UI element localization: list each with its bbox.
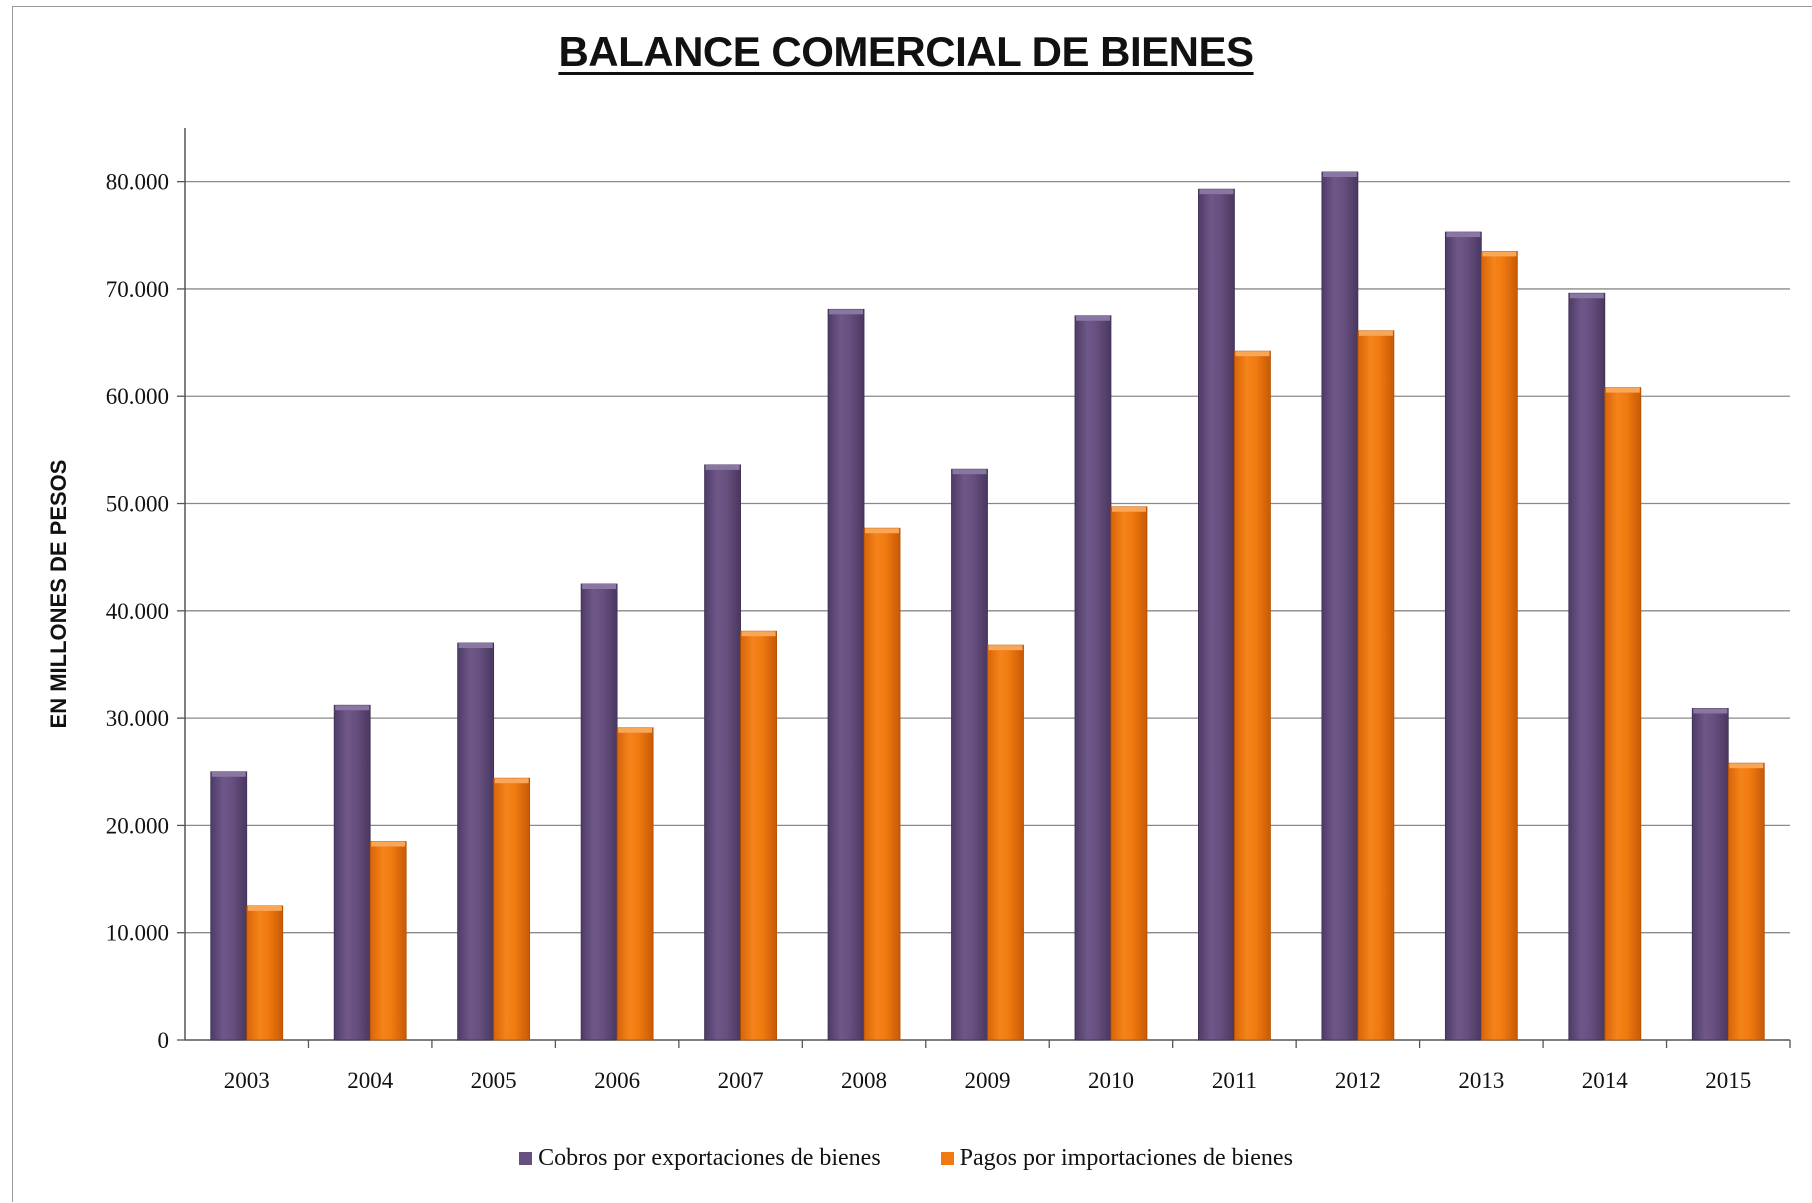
bar-imports <box>1357 330 1395 1041</box>
x-tick-label: 2006 <box>594 1068 640 1093</box>
bar-cap-exports <box>582 584 617 589</box>
bar-cap-exports <box>1569 293 1604 299</box>
x-tick-label: 2013 <box>1458 1068 1504 1093</box>
bar-exports <box>1321 171 1359 1041</box>
legend-label-imports: Pagos por importaciones de bienes <box>959 1145 1293 1171</box>
x-tick-label: 2009 <box>965 1068 1011 1093</box>
bar-cap-exports <box>829 309 864 315</box>
x-tick-label: 2014 <box>1582 1068 1629 1093</box>
bar-cap-exports <box>335 705 370 711</box>
legend-item-imports: Pagos por importaciones de bienes <box>940 1145 1293 1172</box>
y-tick-label: 50.000 <box>106 492 169 517</box>
tick-labels: 0 10.000 20.000 30.000 40.000 50.000 60.000 70.… <box>106 170 1752 1093</box>
y-tick-label: 30.000 <box>106 706 169 731</box>
bar-exports <box>457 642 495 1041</box>
bar-cap-exports <box>1075 315 1110 321</box>
bar-cap-imports <box>618 727 653 733</box>
legend-swatch-exports <box>519 1152 533 1165</box>
bar-cap-imports <box>1358 330 1393 336</box>
y-tick-label: 80.000 <box>106 170 169 195</box>
bar-imports <box>1604 387 1642 1041</box>
y-tick-label: 60.000 <box>106 384 169 409</box>
y-tick-label: 70.000 <box>106 277 169 302</box>
y-axis-label: EN MILLONES DE PESOS <box>46 460 71 729</box>
bar-imports <box>246 905 284 1041</box>
bar-cap-imports <box>1111 506 1146 512</box>
bar-imports <box>1110 506 1148 1041</box>
legend-swatch-imports <box>940 1152 954 1165</box>
x-tick-label: 2007 <box>718 1068 764 1093</box>
bar-cap-imports <box>1482 251 1517 257</box>
x-tick-label: 2012 <box>1335 1068 1381 1093</box>
bar-imports <box>863 527 901 1041</box>
bars <box>210 171 1765 1041</box>
chart-title: BALANCE COMERCIAL DE BIENES <box>558 28 1254 75</box>
x-tick-label: 2003 <box>224 1068 270 1093</box>
bar-exports <box>704 464 741 1041</box>
bar-cap-imports <box>494 778 529 784</box>
x-tick-label: 2010 <box>1088 1068 1134 1093</box>
bar-cap-exports <box>458 643 493 649</box>
bar-cap-exports <box>1693 708 1728 714</box>
bar-imports <box>616 727 654 1041</box>
bar-imports <box>1480 250 1518 1041</box>
bar-cap-exports <box>1199 189 1234 195</box>
bar-cap-imports <box>247 905 282 911</box>
bar-cap-imports <box>1605 387 1640 393</box>
x-tick-label: 2015 <box>1705 1068 1751 1093</box>
bar-cap-exports <box>1446 232 1481 238</box>
y-tick-label: 20.000 <box>106 813 169 838</box>
bar-imports <box>369 841 407 1041</box>
bar-imports <box>1234 350 1271 1041</box>
bar-cap-imports <box>1729 763 1764 769</box>
bar-exports <box>210 771 248 1041</box>
bar-imports <box>987 644 1024 1041</box>
bar-cap-exports <box>952 469 987 475</box>
bar-exports <box>951 468 988 1041</box>
bar-exports <box>580 583 618 1041</box>
bar-cap-imports <box>1235 351 1270 357</box>
bar-exports <box>1691 708 1729 1041</box>
bar-imports <box>1727 762 1765 1041</box>
bar-cap-exports <box>1322 171 1357 177</box>
bar-imports <box>493 777 531 1041</box>
bar-exports <box>1074 315 1112 1041</box>
y-tick-label: 10.000 <box>106 921 169 946</box>
bar-cap-exports <box>211 771 246 777</box>
bar-cap-exports <box>705 464 740 470</box>
bar-cap-imports <box>371 841 406 847</box>
legend: Cobros por exportaciones de bienes Pagos… <box>0 1145 1812 1172</box>
bar-cap-imports <box>988 645 1023 651</box>
x-tick-label: 2008 <box>841 1068 887 1093</box>
x-tick-label: 2011 <box>1212 1068 1257 1093</box>
bar-cap-imports <box>741 631 776 637</box>
bar-cap-imports <box>865 528 900 534</box>
x-tick-label: 2004 <box>347 1068 394 1093</box>
legend-label-exports: Cobros por exportaciones de bienes <box>538 1145 881 1171</box>
legend-item-exports: Cobros por exportaciones de bienes <box>519 1145 881 1172</box>
bar-exports <box>1198 188 1235 1041</box>
bar-exports <box>1444 231 1482 1041</box>
bar-imports <box>740 630 777 1041</box>
bar-exports <box>333 704 371 1041</box>
y-tick-label: 0 <box>158 1028 170 1053</box>
bar-exports <box>1568 292 1606 1041</box>
y-tick-label: 40.000 <box>106 599 169 624</box>
x-tick-label: 2005 <box>471 1068 517 1093</box>
bar-exports <box>827 308 865 1041</box>
